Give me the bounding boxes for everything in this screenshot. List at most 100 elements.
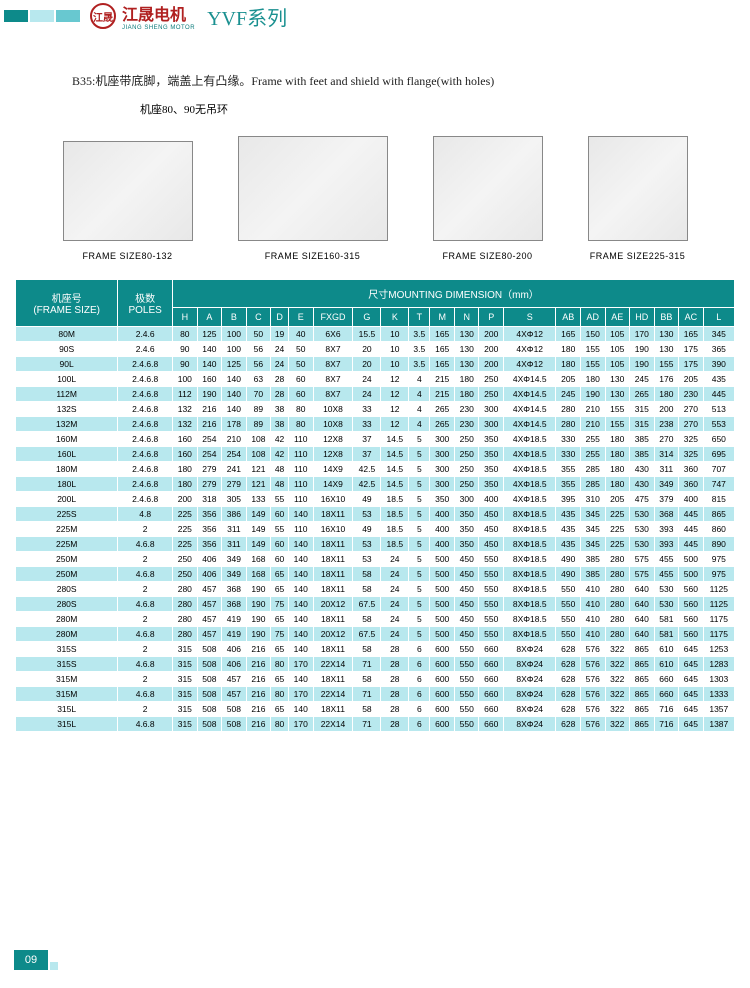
table-cell: 356 xyxy=(197,522,222,537)
table-cell: 865 xyxy=(630,642,655,657)
table-cell: 1175 xyxy=(703,627,734,642)
table-cell: 2.4.6 xyxy=(118,342,173,357)
table-cell: 140 xyxy=(288,537,313,552)
table-cell: 356 xyxy=(197,537,222,552)
table-cell: 660 xyxy=(479,642,504,657)
table-cell: 65 xyxy=(271,612,289,627)
table-cell: 645 xyxy=(679,672,704,687)
table-cell: 457 xyxy=(197,612,222,627)
table-cell: 445 xyxy=(679,507,704,522)
table-cell: 5 xyxy=(409,522,430,537)
table-cell: 140 xyxy=(288,582,313,597)
col-s: S xyxy=(504,308,556,327)
col-poles: 极数 POLES xyxy=(118,280,173,327)
table-cell: 49 xyxy=(353,522,381,537)
table-cell: 457 xyxy=(197,597,222,612)
table-cell: 110 xyxy=(288,477,313,492)
table-cell: 550 xyxy=(479,567,504,582)
table-cell: 365 xyxy=(703,342,734,357)
table-cell: 18X11 xyxy=(313,582,353,597)
table-cell: 20X12 xyxy=(313,627,353,642)
table-cell: 2 xyxy=(118,552,173,567)
table-cell: 180 xyxy=(605,432,630,447)
diagram-row: FRAME SIZE80-132FRAME SIZE160-315FRAME S… xyxy=(0,119,750,269)
series-label: YVF系列 xyxy=(207,2,287,31)
table-cell: 406 xyxy=(222,642,247,657)
table-cell: 576 xyxy=(580,657,605,672)
table-cell: 225M xyxy=(16,537,118,552)
table-cell: 2.4.6.8 xyxy=(118,492,173,507)
table-cell: 254 xyxy=(197,432,222,447)
table-cell: 660 xyxy=(479,672,504,687)
table-cell: 10 xyxy=(381,357,409,372)
table-cell: 716 xyxy=(654,717,679,732)
table-cell: 216 xyxy=(246,687,271,702)
table-cell: 300 xyxy=(454,492,479,507)
table-cell: 315S xyxy=(16,642,118,657)
table-cell: 645 xyxy=(679,702,704,717)
table-cell: 180 xyxy=(556,357,581,372)
table-cell: 311 xyxy=(654,462,679,477)
table-cell: 8XΦ24 xyxy=(504,717,556,732)
table-cell: 450 xyxy=(454,552,479,567)
table-cell: 350 xyxy=(479,477,504,492)
table-cell: 345 xyxy=(703,327,734,342)
table-cell: 250 xyxy=(454,477,479,492)
table-cell: 6 xyxy=(409,687,430,702)
table-cell: 60 xyxy=(271,507,289,522)
table-cell: 435 xyxy=(556,537,581,552)
col-b: B xyxy=(222,308,247,327)
table-cell: 170 xyxy=(288,657,313,672)
table-cell: 110 xyxy=(288,432,313,447)
table-cell: 130 xyxy=(605,372,630,387)
table-cell: 600 xyxy=(430,657,455,672)
table-cell: 18X11 xyxy=(313,642,353,657)
table-cell: 322 xyxy=(605,657,630,672)
table-cell: 5 xyxy=(409,552,430,567)
table-cell: 165 xyxy=(679,327,704,342)
table-cell: 155 xyxy=(605,402,630,417)
table-cell: 315L xyxy=(16,717,118,732)
table-cell: 8X7 xyxy=(313,357,353,372)
table-cell: 435 xyxy=(556,522,581,537)
table-cell: 640 xyxy=(630,627,655,642)
table-cell: 65 xyxy=(271,702,289,717)
table-cell: 5 xyxy=(409,612,430,627)
table-cell: 325 xyxy=(679,447,704,462)
table-cell: 660 xyxy=(654,672,679,687)
table-cell: 322 xyxy=(605,702,630,717)
table-cell: 450 xyxy=(454,597,479,612)
diagram-placeholder xyxy=(433,136,543,241)
table-cell: 60 xyxy=(288,387,313,402)
col-c: C xyxy=(246,308,271,327)
table-cell: 210 xyxy=(222,432,247,447)
table-cell: 300 xyxy=(430,432,455,447)
table-cell: 550 xyxy=(556,612,581,627)
table-cell: 600 xyxy=(430,642,455,657)
table-cell: 8XΦ24 xyxy=(504,702,556,717)
table-cell: 216 xyxy=(246,657,271,672)
table-row: 100L2.4.6.81001601406328608X724124215180… xyxy=(16,372,735,387)
col-n: N xyxy=(454,308,479,327)
table-cell: 67.5 xyxy=(353,627,381,642)
table-cell: 575 xyxy=(630,567,655,582)
table-row: 315S4.6.83155084062168017022X14712866005… xyxy=(16,657,735,672)
table-cell: 410 xyxy=(580,597,605,612)
table-cell: 300 xyxy=(430,447,455,462)
table-cell: 225 xyxy=(605,507,630,522)
table-cell: 865 xyxy=(630,687,655,702)
table-cell: 530 xyxy=(630,522,655,537)
table-cell: 18.5 xyxy=(381,522,409,537)
table-cell: 100 xyxy=(222,342,247,357)
table-cell: 445 xyxy=(679,537,704,552)
table-cell: 150 xyxy=(580,327,605,342)
table-cell: 285 xyxy=(580,477,605,492)
table-cell: 24 xyxy=(353,372,381,387)
table-cell: 180 xyxy=(605,462,630,477)
table-cell: 315 xyxy=(173,672,198,687)
col-dimensions-title: 尺寸MOUNTING DIMENSION（mm） xyxy=(173,280,735,308)
table-cell: 8XΦ18.5 xyxy=(504,627,556,642)
table-cell: 660 xyxy=(479,657,504,672)
table-cell: 279 xyxy=(197,477,222,492)
table-cell: 110 xyxy=(288,522,313,537)
